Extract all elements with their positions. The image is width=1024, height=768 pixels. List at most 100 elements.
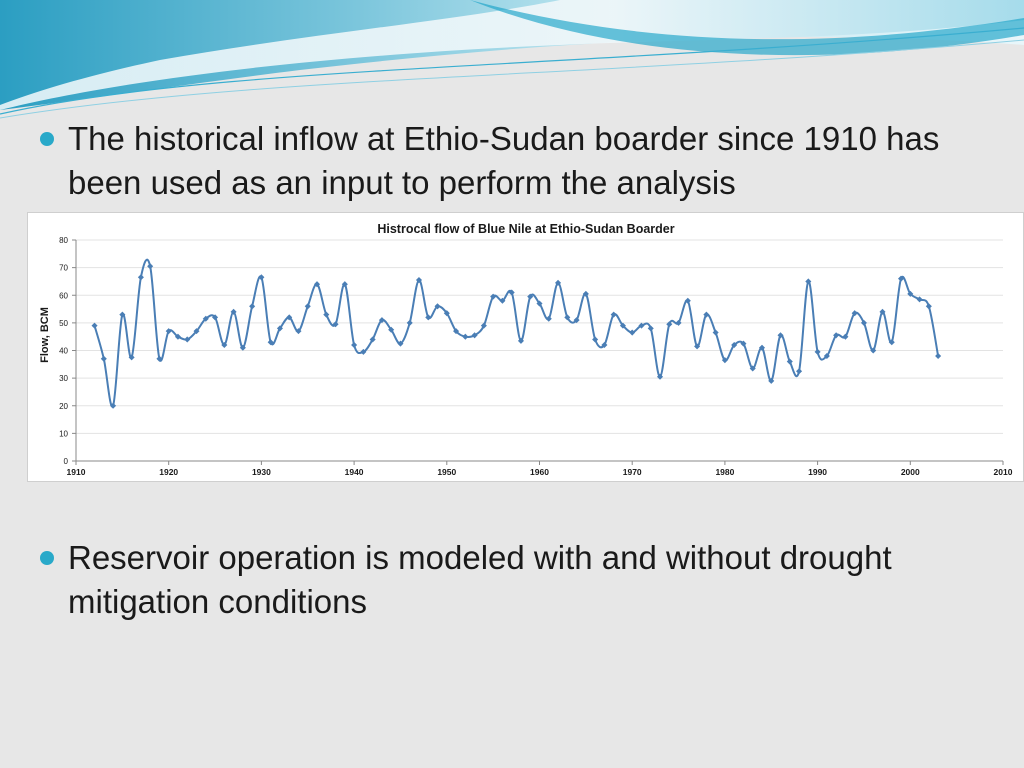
data-point bbox=[731, 341, 738, 348]
bullet-dot-icon bbox=[40, 551, 54, 565]
x-tick-label: 1960 bbox=[530, 467, 549, 477]
y-tick-label: 10 bbox=[59, 429, 68, 438]
data-point bbox=[925, 303, 932, 310]
data-point bbox=[564, 314, 571, 321]
data-point bbox=[721, 357, 728, 364]
data-point bbox=[147, 263, 154, 270]
header-wave-decoration bbox=[0, 0, 1024, 119]
chart-title: Histrocal flow of Blue Nile at Ethio-Sud… bbox=[377, 222, 674, 236]
data-point bbox=[137, 274, 144, 281]
x-tick-labels: 1910 1920 1930 1940 1950 1960 1970 1980 1990 2000… bbox=[67, 467, 1013, 477]
x-tick-label: 1930 bbox=[252, 467, 271, 477]
data-point bbox=[601, 341, 608, 348]
data-point bbox=[341, 281, 348, 288]
data-point bbox=[193, 328, 200, 335]
data-point bbox=[768, 377, 775, 384]
x-tick-label: 2010 bbox=[994, 467, 1013, 477]
y-tick-label: 0 bbox=[64, 457, 69, 466]
y-tick-label: 30 bbox=[59, 374, 68, 383]
data-point bbox=[656, 373, 664, 380]
data-point bbox=[582, 290, 589, 297]
data-point bbox=[712, 329, 719, 336]
data-point bbox=[907, 290, 914, 297]
x-tick-label: 1970 bbox=[623, 467, 642, 477]
data-point bbox=[805, 278, 812, 285]
data-point bbox=[351, 341, 358, 348]
data-point bbox=[128, 354, 135, 361]
data-point bbox=[684, 297, 691, 304]
y-tick-label: 70 bbox=[59, 264, 68, 273]
x-tick-label: 2000 bbox=[901, 467, 920, 477]
data-point bbox=[239, 344, 246, 351]
data-point bbox=[879, 308, 886, 315]
data-point bbox=[842, 333, 849, 340]
data-point bbox=[249, 303, 256, 310]
data-point bbox=[295, 328, 302, 335]
data-point bbox=[610, 311, 617, 318]
data-point bbox=[851, 310, 858, 317]
data-point bbox=[823, 353, 830, 360]
data-point bbox=[619, 322, 626, 329]
data-point bbox=[740, 340, 747, 347]
data-point bbox=[666, 321, 673, 328]
data-point bbox=[313, 281, 321, 288]
data-point bbox=[499, 297, 506, 304]
x-tick-label: 1920 bbox=[159, 467, 178, 477]
data-point bbox=[490, 293, 497, 300]
x-tick-label: 1940 bbox=[345, 467, 364, 477]
x-tick-label: 1990 bbox=[808, 467, 827, 477]
data-point bbox=[202, 315, 209, 322]
data-point bbox=[425, 314, 432, 321]
header-wave-line-2 bbox=[0, 39, 1024, 119]
grid-lines bbox=[76, 239, 1003, 434]
data-point bbox=[545, 315, 552, 322]
flow-chart-svg: Histrocal flow of Blue Nile at Ethio-Sud… bbox=[39, 222, 1013, 477]
data-point bbox=[870, 347, 877, 354]
data-point bbox=[758, 344, 766, 351]
data-point bbox=[536, 300, 543, 307]
bullet-text: The historical inflow at Ethio-Sudan boa… bbox=[68, 120, 940, 201]
data-point bbox=[703, 311, 710, 318]
data-point bbox=[332, 321, 339, 328]
data-point bbox=[165, 328, 172, 335]
data-point bbox=[304, 303, 311, 310]
data-point bbox=[471, 332, 478, 339]
data-point bbox=[110, 402, 117, 409]
data-point bbox=[415, 277, 423, 284]
y-tick-label: 60 bbox=[59, 291, 68, 300]
data-point bbox=[323, 311, 330, 318]
data-point bbox=[508, 289, 515, 296]
x-tick-label: 1910 bbox=[67, 467, 86, 477]
data-point bbox=[378, 317, 385, 324]
data-point bbox=[91, 322, 98, 329]
bullet-reservoir-operation: Reservoir operation is modeled with and … bbox=[40, 536, 1000, 624]
data-point bbox=[629, 329, 636, 336]
data-point bbox=[833, 332, 840, 339]
data-point bbox=[230, 308, 237, 315]
data-point bbox=[174, 333, 181, 340]
data-point bbox=[888, 339, 895, 346]
data-point bbox=[796, 368, 803, 375]
x-tick-label: 1980 bbox=[715, 467, 734, 477]
data-point bbox=[647, 325, 654, 332]
header-white-wave bbox=[0, 0, 1024, 110]
flow-chart: Histrocal flow of Blue Nile at Ethio-Sud… bbox=[27, 212, 1024, 482]
header-teal-swoosh bbox=[470, 0, 1024, 56]
data-point bbox=[267, 339, 274, 346]
data-point bbox=[406, 319, 413, 326]
y-tick-labels: 0 10 20 30 40 50 60 70 80 bbox=[59, 236, 68, 466]
data-point bbox=[221, 341, 228, 348]
y-axis-label: Flow, BCM bbox=[39, 307, 51, 363]
data-point bbox=[786, 358, 793, 365]
data-point bbox=[555, 279, 562, 286]
data-point bbox=[286, 314, 293, 321]
data-point bbox=[749, 365, 756, 372]
data-point bbox=[573, 317, 580, 324]
data-point bbox=[434, 303, 441, 310]
header-wave-line bbox=[0, 27, 1024, 115]
y-tick-label: 20 bbox=[59, 402, 68, 411]
data-point bbox=[675, 319, 682, 326]
data-point bbox=[898, 275, 905, 282]
y-tick-label: 50 bbox=[59, 319, 68, 328]
data-point bbox=[916, 296, 923, 303]
